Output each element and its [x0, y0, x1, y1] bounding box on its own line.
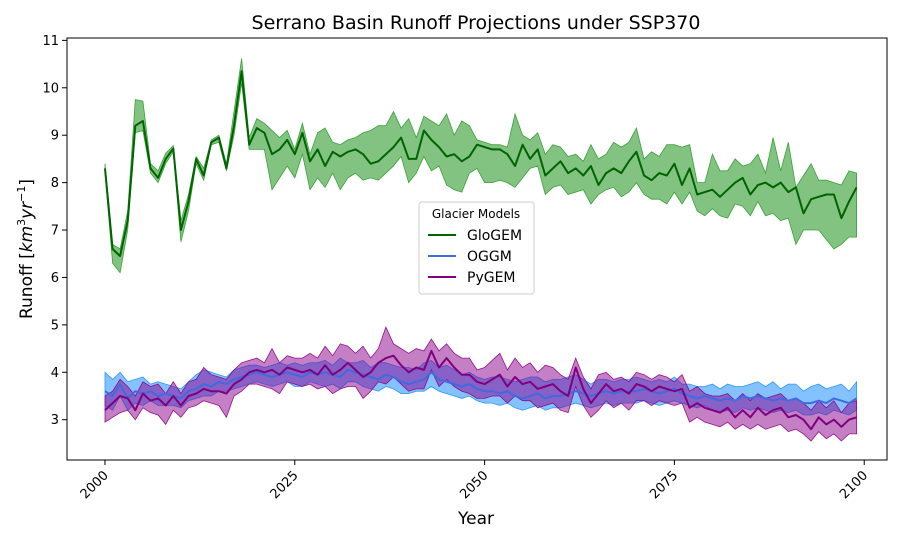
- x-tick-label: 2100: [837, 468, 871, 502]
- oggm-mean-line: [104, 368, 858, 405]
- y-tick-label: 8: [51, 176, 59, 191]
- y-tick-label: 5: [51, 318, 59, 333]
- x-axis-title: Year: [457, 509, 494, 529]
- series-lines: [104, 70, 858, 431]
- pygem-uncertainty-band: [104, 326, 857, 442]
- chart-title: Serrano Basin Runoff Projections under S…: [252, 12, 701, 34]
- y-tick-label: 9: [51, 129, 59, 144]
- x-tick-label: 2075: [647, 468, 681, 502]
- y-axis-title-prefix: Runoff [: [17, 252, 37, 319]
- x-tick-label: 2050: [457, 468, 491, 502]
- y-axis-title-unit: km: [17, 226, 37, 252]
- plot-frame: [66, 37, 888, 461]
- y-axis-title: Runoff [km3yr−1]: [15, 179, 37, 319]
- uncertainty-bands: [104, 58, 857, 442]
- x-tick-label: 2000: [78, 468, 112, 502]
- y-tick-label: 7: [51, 224, 59, 239]
- y-tick-label: 11: [42, 34, 59, 49]
- legend-label-pygem: PyGEM: [467, 270, 516, 286]
- legend-label-glogem: GloGEM: [467, 228, 522, 244]
- legend: Glacier Models GloGEM OGGM PyGEM: [418, 201, 535, 295]
- y-tick-label: 6: [51, 271, 59, 286]
- y-axis-title-exp1: 3: [15, 219, 28, 226]
- y-tick-label: 10: [42, 81, 59, 96]
- legend-box: [418, 201, 535, 295]
- x-tick-label: 2025: [268, 468, 302, 502]
- glogem-uncertainty-band: [104, 58, 857, 274]
- legend-title: Glacier Models: [432, 207, 520, 221]
- y-tick-label: 4: [51, 366, 59, 381]
- glogem-mean-line: [104, 70, 858, 258]
- y-axis-title-suffix: ]: [17, 179, 37, 186]
- legend-label-oggm: OGGM: [467, 249, 512, 265]
- legend-entries: GloGEM OGGM PyGEM: [428, 228, 522, 286]
- y-axis-ticks: 3 4 5 6 7 8 9 10 11: [42, 34, 67, 428]
- x-axis-ticks: 2000 2025 2050 2075 2100: [78, 460, 871, 502]
- y-axis-title-exp2: −1: [15, 186, 28, 202]
- y-axis-title-unit2: yr: [17, 201, 37, 220]
- y-tick-label: 3: [51, 413, 59, 428]
- pygem-mean-line: [104, 349, 857, 431]
